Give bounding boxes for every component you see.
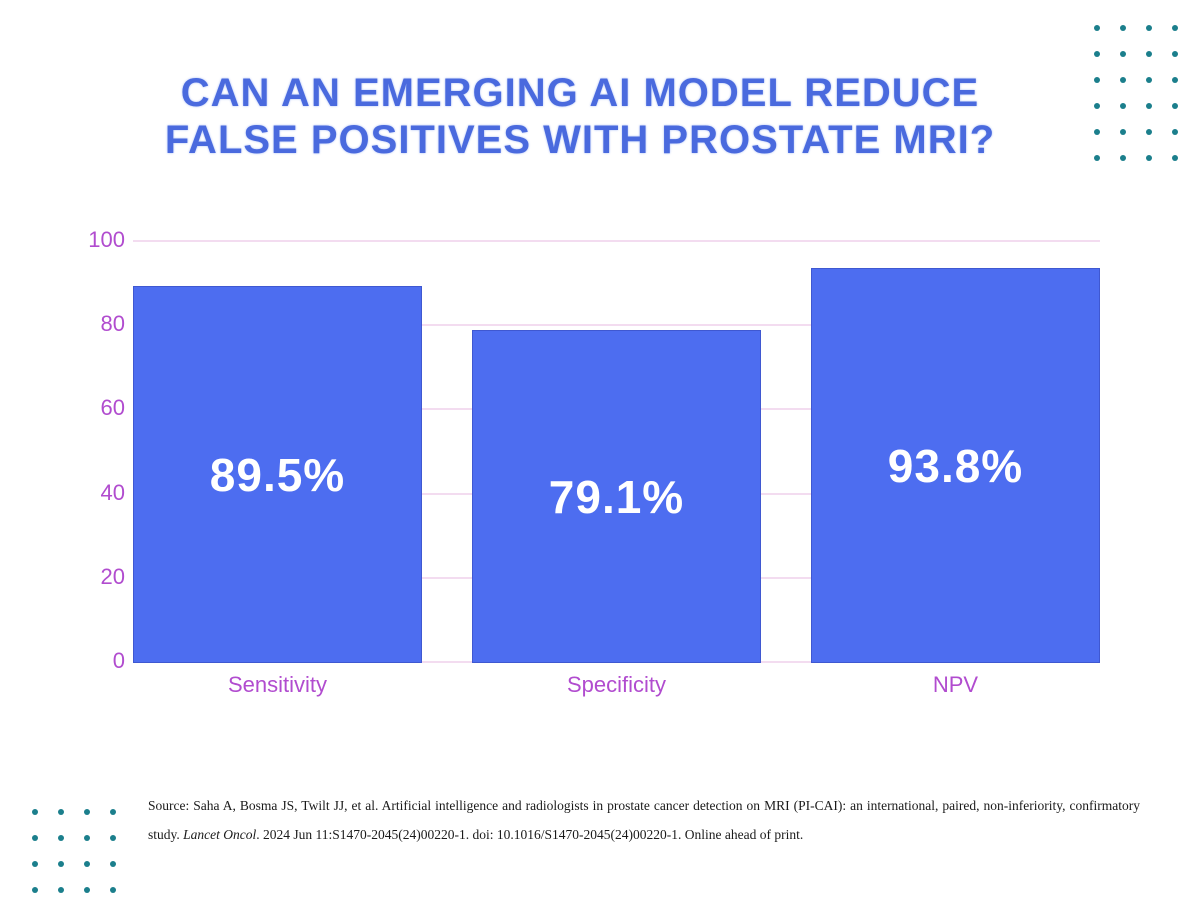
dot-grid-top-right <box>1094 25 1178 161</box>
bar-sensitivity: 89.5% <box>133 286 422 663</box>
page-title: CAN AN EMERGING AI MODEL REDUCE FALSE PO… <box>20 70 1140 164</box>
bar-value-label: 79.1% <box>548 470 685 523</box>
dot <box>110 809 116 815</box>
x-category-label-sensitivity: Sensitivity <box>227 672 328 697</box>
y-tick-label-80: 80 <box>100 311 125 336</box>
dot-grid-bottom-left <box>32 809 116 893</box>
dot <box>1146 129 1152 135</box>
dot <box>1094 25 1100 31</box>
dot <box>110 861 116 867</box>
dot <box>1120 103 1126 109</box>
dot <box>84 887 90 893</box>
dot <box>1120 51 1126 57</box>
bar-npv: 93.8% <box>811 268 1100 663</box>
y-axis: 0 20 40 60 80 100 <box>60 228 125 673</box>
dot <box>1146 155 1152 161</box>
x-axis: Sensitivity Specificity NPV <box>133 672 1100 704</box>
dot <box>84 861 90 867</box>
source-citation: Source: Saha A, Bosma JS, Twilt JJ, et a… <box>148 792 1140 849</box>
dot <box>1146 25 1152 31</box>
source-text-suffix: . 2024 Jun 11:S1470-2045(24)00220-1. doi… <box>256 826 804 842</box>
y-tick-label-100: 100 <box>88 227 125 252</box>
dot <box>1146 103 1152 109</box>
gridline-100 <box>133 240 1100 242</box>
bar-value-label: 93.8% <box>887 439 1024 492</box>
dot <box>84 835 90 841</box>
plot-area: 89.5% 79.1% 93.8% <box>133 240 1100 663</box>
dot <box>32 809 38 815</box>
y-tick-label-60: 60 <box>100 395 125 420</box>
dot <box>1094 77 1100 83</box>
dot <box>110 835 116 841</box>
dot <box>58 861 64 867</box>
title-line-1: CAN AN EMERGING AI MODEL REDUCE <box>180 71 980 115</box>
dot <box>1172 103 1178 109</box>
dot <box>32 887 38 893</box>
dot <box>84 809 90 815</box>
gridline-80 <box>133 324 1100 326</box>
dot <box>1120 155 1126 161</box>
dot <box>1094 155 1100 161</box>
dot <box>1146 77 1152 83</box>
bar-value-label: 89.5% <box>209 448 346 501</box>
dot <box>1120 25 1126 31</box>
dot <box>1172 129 1178 135</box>
dot <box>1120 129 1126 135</box>
dot <box>1146 51 1152 57</box>
dot <box>1172 25 1178 31</box>
dot <box>1172 155 1178 161</box>
bar-specificity: 79.1% <box>472 330 761 663</box>
dot <box>110 887 116 893</box>
dot <box>1094 129 1100 135</box>
dot <box>32 861 38 867</box>
dot <box>58 809 64 815</box>
source-text-prefix: Source: Saha A, Bosma JS, Twilt JJ, et a… <box>148 798 1140 842</box>
dot <box>1094 103 1100 109</box>
dot <box>1120 77 1126 83</box>
dot <box>58 835 64 841</box>
source-journal-name: Lancet Oncol <box>183 826 257 842</box>
y-tick-label-20: 20 <box>100 564 125 589</box>
title-line-2: FALSE POSITIVES WITH PROSTATE MRI? <box>164 118 996 162</box>
dot <box>1094 51 1100 57</box>
dot <box>58 887 64 893</box>
y-tick-label-40: 40 <box>100 480 125 505</box>
dot <box>32 835 38 841</box>
x-category-label-npv: NPV <box>932 672 979 697</box>
x-category-label-specificity: Specificity <box>566 672 667 697</box>
dot <box>1172 51 1178 57</box>
dot <box>1172 77 1178 83</box>
y-tick-label-0: 0 <box>112 648 125 673</box>
